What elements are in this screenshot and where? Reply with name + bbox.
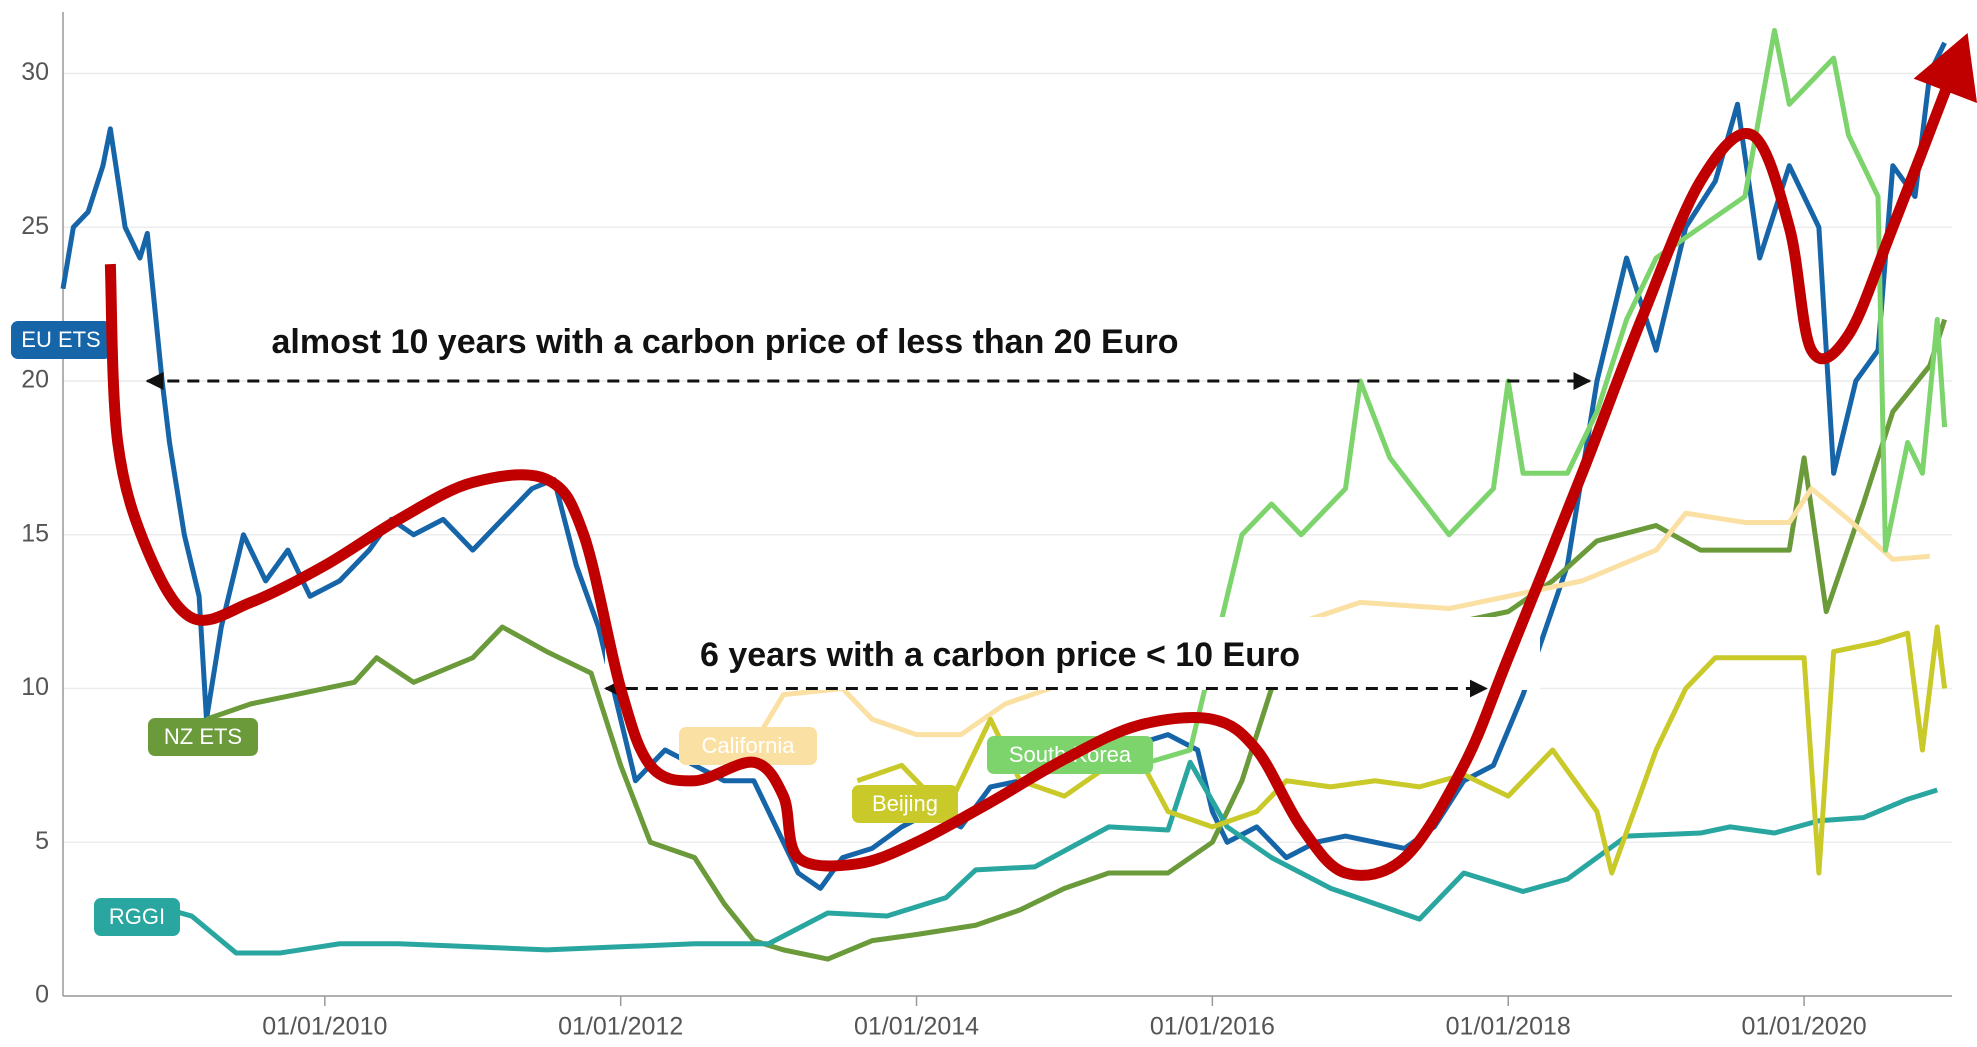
legend-box: [94, 898, 180, 936]
y-tick-label: 0: [35, 981, 49, 1009]
legend-box: [148, 718, 258, 756]
legend-label: RGGI: [109, 904, 165, 929]
series-line: [856, 624, 1948, 876]
legend-item: EU ETS: [11, 321, 111, 359]
y-tick-label: 20: [21, 366, 49, 394]
trend-line: [104, 71, 1958, 881]
annotation-backdrop: [605, 617, 1540, 690]
annotation-text: 6 years with a carbon price < 10 Euro: [700, 636, 1300, 674]
legend-label: California: [702, 733, 796, 758]
series-line: [102, 759, 1938, 956]
legend-box: [11, 321, 111, 359]
series-line: [205, 318, 1947, 962]
y-tick-label: 25: [21, 212, 49, 240]
x-tick-label: 01/01/2010: [262, 1013, 387, 1041]
y-tick-label: 30: [21, 58, 49, 86]
y-tick-label: 10: [21, 673, 49, 701]
x-tick-label: 01/01/2016: [1150, 1013, 1275, 1041]
legend-label: NZ ETS: [164, 724, 242, 749]
y-tick-label: 5: [35, 827, 49, 855]
y-tick-label: 15: [21, 519, 49, 547]
x-tick-label: 01/01/2018: [1446, 1013, 1571, 1041]
series-line: [1078, 27, 1948, 768]
annotation-text: almost 10 years with a carbon price of l…: [272, 323, 1179, 361]
legend-item: California: [679, 727, 817, 765]
x-tick-label: 01/01/2012: [558, 1013, 683, 1041]
legend-item: Beijing: [852, 785, 958, 823]
trend-arrowhead: [1913, 32, 1977, 104]
legend-label: Beijing: [872, 791, 938, 816]
legend-box: [852, 785, 958, 823]
legend-item: NZ ETS: [148, 718, 258, 756]
series-line: [744, 486, 1931, 758]
x-tick-label: 01/01/2014: [854, 1013, 979, 1041]
legend-box: [679, 727, 817, 765]
legend-label: EU ETS: [21, 327, 100, 352]
legend-item: RGGI: [94, 898, 180, 936]
x-tick-label: 01/01/2020: [1742, 1013, 1867, 1041]
